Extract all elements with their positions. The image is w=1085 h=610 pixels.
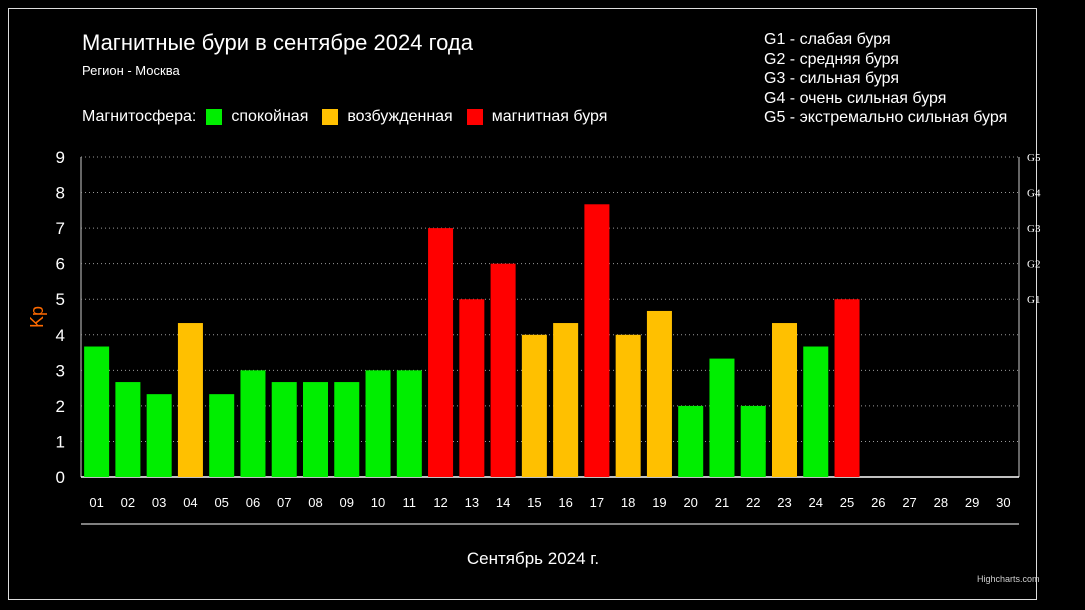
legend-item-excited[interactable]: возбужденная — [322, 108, 453, 126]
y-tick-label: 9 — [56, 148, 65, 167]
bar-day-06[interactable] — [240, 370, 266, 477]
x-tick-label: 06 — [246, 495, 260, 510]
y-tick-label: 0 — [56, 468, 65, 487]
x-tick-label: 21 — [715, 495, 729, 510]
legend-label-calm: спокойная — [231, 108, 309, 125]
bar-day-02[interactable] — [115, 382, 141, 477]
storm-scale-g4: G4 - очень сильная буря — [764, 89, 947, 107]
bar-day-13[interactable] — [459, 299, 485, 477]
bar-day-17[interactable] — [584, 204, 610, 478]
bar-day-22[interactable] — [740, 405, 766, 477]
x-tick-label: 11 — [403, 495, 417, 510]
x-tick-label: 04 — [183, 495, 197, 510]
bar-day-01[interactable] — [84, 346, 110, 477]
y-tick-label: 8 — [56, 184, 65, 203]
x-tick-label: 23 — [777, 495, 791, 510]
bar-day-24[interactable] — [803, 346, 829, 477]
x-axis-title: Сентябрь 2024 г. — [467, 549, 599, 568]
bar-day-11[interactable] — [396, 370, 422, 477]
bar-day-04[interactable] — [177, 323, 203, 477]
legend-item-calm[interactable]: спокойная — [206, 108, 308, 126]
bar-day-15[interactable] — [521, 334, 547, 477]
bar-day-07[interactable] — [271, 382, 297, 477]
legend-lead: Магнитосфера: — [82, 108, 197, 125]
x-tick-label: 10 — [371, 495, 385, 510]
x-tick-label: 24 — [809, 495, 823, 510]
x-tick-label: 02 — [121, 495, 135, 510]
y-tick-label: 3 — [56, 361, 65, 380]
right-axis-label-g3: G3 — [1027, 223, 1041, 235]
x-tick-label: 01 — [89, 495, 103, 510]
x-tick-label: 19 — [652, 495, 666, 510]
bar-day-12[interactable] — [428, 228, 454, 477]
storm-scale-g1: G1 - слабая буря — [764, 31, 891, 48]
x-tick-label: 09 — [340, 495, 354, 510]
y-tick-label: 7 — [56, 219, 65, 238]
legend-label-excited: возбужденная — [347, 108, 453, 125]
right-axis-label-g2: G2 — [1027, 259, 1040, 271]
storm-scale-g3: G3 - сильная буря — [764, 70, 900, 88]
bar-day-10[interactable] — [365, 370, 391, 477]
x-tick-label: 13 — [465, 495, 479, 510]
bar-day-19[interactable] — [646, 310, 672, 477]
chart-title: Магнитные бури в сентябре 2024 года — [82, 30, 473, 55]
x-tick-label: 14 — [496, 495, 510, 510]
right-axis-label-g4: G4 — [1027, 188, 1041, 200]
legend-swatch-excited — [322, 109, 339, 125]
legend-label-storm: магнитная буря — [491, 108, 608, 125]
chart-subtitle: Регион - Москва — [82, 63, 180, 78]
y-tick-label: 6 — [56, 255, 65, 274]
legend: Магнитосфера: спокойная возбужденная маг… — [82, 108, 621, 126]
bar-day-20[interactable] — [678, 405, 704, 477]
x-tick-label: 12 — [433, 495, 447, 510]
x-tick-label: 17 — [590, 495, 604, 510]
x-tick-label: 18 — [621, 495, 635, 510]
x-tick-label: 28 — [934, 495, 948, 510]
bar-day-23[interactable] — [771, 323, 798, 477]
bar-day-21[interactable] — [709, 358, 735, 477]
bar-day-03[interactable] — [146, 394, 172, 477]
legend-swatch-storm — [466, 109, 483, 125]
y-tick-label: 5 — [56, 290, 65, 309]
x-tick-label: 27 — [902, 495, 916, 510]
x-tick-label: 29 — [965, 495, 979, 510]
storm-scale-g2: G2 - средняя буря — [764, 50, 899, 68]
bar-day-18[interactable] — [615, 334, 641, 477]
bar-day-25[interactable] — [834, 299, 860, 477]
x-tick-label: 30 — [996, 495, 1010, 510]
bar-day-14[interactable] — [490, 263, 516, 477]
y-tick-label: 4 — [56, 326, 65, 345]
legend-item-storm[interactable]: магнитная буря — [466, 108, 608, 126]
x-tick-label: 16 — [558, 495, 572, 510]
y-tick-label: 1 — [56, 432, 65, 451]
right-axis-label-g1: G1 — [1027, 294, 1040, 306]
x-tick-label: 03 — [152, 495, 166, 510]
bar-day-09[interactable] — [334, 382, 360, 477]
bar-day-05[interactable] — [209, 394, 235, 477]
credits-link[interactable]: Highcharts.com — [977, 574, 1040, 584]
x-tick-label: 25 — [840, 495, 854, 510]
bar-day-08[interactable] — [302, 382, 329, 477]
legend-swatch-calm — [206, 109, 223, 125]
x-tick-label: 15 — [527, 495, 541, 510]
x-tick-label: 08 — [308, 495, 322, 510]
y-tick-label: 2 — [56, 397, 65, 416]
y-axis-title: Kp — [27, 306, 47, 328]
storm-scale-list: G1 - слабая буря G2 - средняя буря G3 - … — [764, 30, 1007, 128]
bar-day-16[interactable] — [553, 323, 579, 477]
x-tick-label: 26 — [871, 495, 885, 510]
x-tick-label: 20 — [683, 495, 697, 510]
chart-container — [8, 8, 1037, 600]
x-tick-label: 05 — [214, 495, 228, 510]
storm-scale-g5: G5 - экстремально сильная буря — [764, 109, 1008, 127]
x-tick-label: 07 — [277, 495, 291, 510]
right-axis-label-g5: G5 — [1027, 152, 1041, 164]
x-tick-label: 22 — [746, 495, 760, 510]
